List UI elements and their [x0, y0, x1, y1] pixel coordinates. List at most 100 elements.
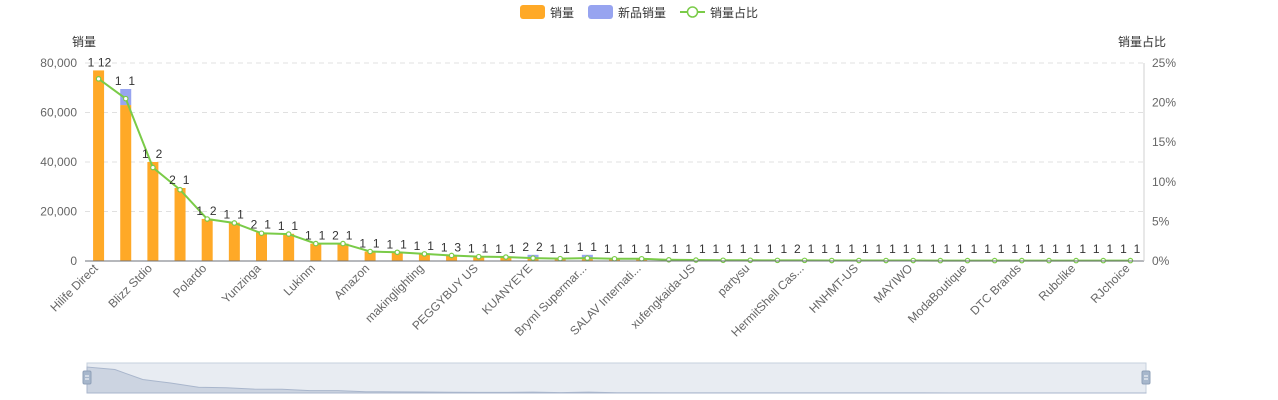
ratio-point[interactable] — [95, 76, 102, 82]
x-tick-label: KUANYEYE — [479, 261, 535, 317]
y-right-tick-label: 10% — [1152, 175, 1176, 189]
bar-sales[interactable] — [201, 218, 213, 261]
zoom-window[interactable] — [86, 362, 1147, 394]
ratio-point[interactable] — [150, 164, 156, 171]
sales-swatch-icon — [519, 5, 545, 19]
bar-sales[interactable] — [147, 162, 159, 261]
ratio-point[interactable] — [177, 186, 183, 193]
y-right-tick-label: 15% — [1152, 135, 1176, 149]
x-tick-label: Blizz Stdio — [105, 261, 155, 311]
x-tick-label: Lukinm — [281, 261, 318, 298]
ratio-point[interactable] — [801, 257, 808, 264]
y-axis-right-title: 销量占比 — [1118, 34, 1166, 49]
x-tick-label: Hilife Direct — [47, 261, 101, 315]
ratio-point[interactable] — [285, 231, 292, 237]
ratio-point[interactable] — [122, 95, 129, 102]
bar-value-label: 2 — [536, 240, 543, 254]
chart-legend: 销量 新品销量 销量占比 — [0, 4, 1278, 20]
y-left-tick-label: 80,000 — [40, 56, 77, 70]
y-right-tick-label: 0% — [1152, 254, 1170, 268]
bar-sales[interactable] — [174, 187, 186, 261]
ratio-point[interactable] — [503, 254, 509, 260]
ratio-point[interactable] — [530, 255, 536, 261]
ratio-point[interactable] — [557, 255, 563, 262]
bar-value-label: 2 — [156, 147, 163, 161]
bar-value-label: 1 — [495, 242, 502, 256]
bar-sales[interactable] — [310, 243, 322, 261]
bar-sales[interactable] — [256, 232, 267, 261]
bar-value-label: 1 — [427, 239, 434, 253]
bar-sales[interactable] — [418, 254, 430, 261]
ratio-point[interactable] — [475, 253, 482, 260]
ratio-line — [97, 78, 1131, 262]
ratio-point[interactable] — [231, 220, 238, 226]
bar-value-label: 1 — [903, 242, 910, 256]
bar-value-label: 1 — [617, 242, 624, 256]
bar-value-label: 1 — [984, 242, 991, 256]
bar-value-label: 1 — [862, 242, 869, 256]
bar-value-label: 1 — [848, 242, 855, 256]
ratio-point[interactable] — [313, 240, 319, 247]
bar-value-label: 1 — [359, 237, 366, 251]
legend-item-new-sales[interactable]: 新品销量 — [587, 4, 666, 21]
bar-value-label: 1 — [115, 74, 122, 88]
bar-value-label: 1 — [916, 242, 923, 256]
bar-value-label: 1 — [196, 204, 203, 218]
bar-value-label: 1 — [780, 242, 787, 256]
zoom-handle-right-icon[interactable] — [1141, 370, 1151, 385]
bar-value-label: 1 — [305, 229, 312, 243]
ratio-point[interactable] — [340, 240, 346, 247]
bar-value-label: 1 — [1011, 242, 1018, 256]
bar-value-label: 1 — [1079, 242, 1086, 256]
bar-sales[interactable] — [93, 70, 105, 261]
bar-value-label: 1 — [713, 242, 720, 256]
bar-value-label: 1 — [346, 229, 353, 243]
bar-value-label: 1 — [224, 208, 231, 222]
bar-sales[interactable] — [364, 251, 376, 261]
ratio-point[interactable] — [367, 248, 373, 255]
bar-value-label: 1 — [1039, 242, 1046, 256]
bar-value-label: 1 — [88, 55, 95, 69]
bar-value-label: 1 — [835, 242, 842, 256]
legend-item-sales[interactable]: 销量 — [519, 4, 574, 21]
bar-sales[interactable] — [283, 233, 295, 261]
bar-value-label: 1 — [631, 242, 638, 256]
bar-value-label: 1 — [889, 242, 896, 256]
new-sales-swatch-icon — [587, 5, 613, 19]
bar-sales[interactable] — [228, 222, 240, 261]
bar-value-label: 1 — [1052, 242, 1059, 256]
ratio-point[interactable] — [258, 230, 265, 237]
ratio-point[interactable] — [204, 216, 210, 222]
bar-value-label: 1 — [767, 242, 774, 256]
ratio-point[interactable] — [448, 252, 455, 259]
y-left-tick-label: 0 — [70, 254, 77, 268]
bar-sales[interactable] — [391, 252, 403, 261]
bar-sales[interactable] — [120, 105, 132, 261]
ratio-point[interactable] — [774, 257, 781, 264]
x-tick-label: MAYIWO — [871, 261, 916, 306]
bar-value-label: 12 — [98, 55, 112, 69]
legend-label-ratio: 销量占比 — [710, 5, 759, 20]
bar-value-label: 1 — [183, 173, 190, 187]
ratio-point[interactable] — [421, 251, 428, 257]
y-left-tick-label: 40,000 — [40, 155, 77, 169]
ratio-point[interactable] — [584, 255, 591, 261]
bar-value-label: 1 — [876, 242, 883, 256]
bar-value-label: 1 — [373, 237, 380, 251]
zoom-handle-left-icon[interactable] — [82, 370, 92, 385]
bar-value-label: 1 — [482, 242, 489, 256]
ratio-point[interactable] — [638, 255, 645, 262]
bar-value-label: 1 — [128, 74, 135, 88]
ratio-point[interactable] — [720, 257, 726, 264]
data-zoom-slider[interactable] — [82, 362, 1151, 394]
bar-sales[interactable] — [337, 243, 349, 261]
ratio-point[interactable] — [611, 255, 618, 262]
bar-value-label: 2 — [332, 229, 339, 243]
ratio-point[interactable] — [394, 249, 401, 256]
ratio-point[interactable] — [693, 257, 699, 263]
ratio-point[interactable] — [747, 257, 754, 264]
bar-value-label: 2 — [210, 204, 217, 218]
bar-value-label: 3 — [454, 240, 461, 254]
legend-item-ratio[interactable]: 销量占比 — [680, 4, 758, 21]
